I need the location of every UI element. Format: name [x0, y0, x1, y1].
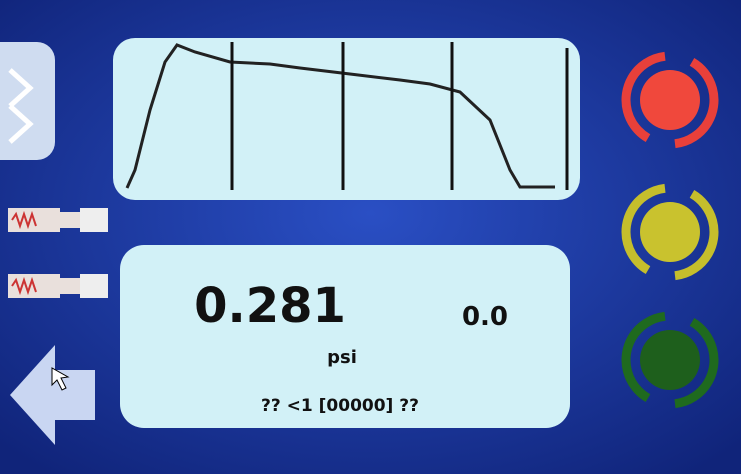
reading: 0.281	[194, 278, 346, 334]
waveform-panel	[113, 38, 580, 200]
screen: 0.281 0.0 psi ?? <1 [00000] ??	[0, 0, 741, 474]
syringe-icon-2	[8, 274, 108, 298]
bluetooth-button[interactable]	[0, 42, 55, 160]
status: ?? <1 [00000] ??	[261, 396, 419, 416]
secondary-reading: 0.0	[462, 302, 508, 332]
unit: psi	[327, 347, 357, 368]
page: 0.281 0.0 psi ?? <1 [00000] ?? (() => { …	[0, 0, 741, 474]
syringe-icon-1	[8, 208, 108, 232]
